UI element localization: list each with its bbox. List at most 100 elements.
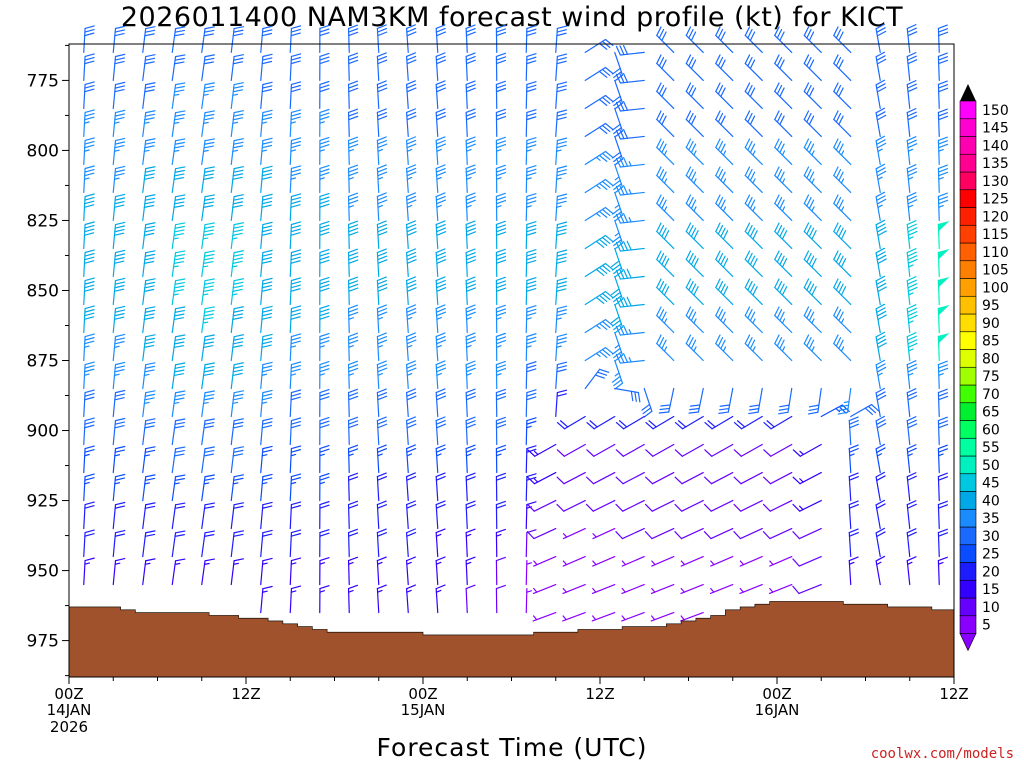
wind-barb <box>615 157 645 168</box>
wind-barb <box>937 221 950 250</box>
wind-barb <box>850 403 880 418</box>
wind-barb <box>260 53 273 82</box>
wind-barb <box>347 276 359 306</box>
wind-barb <box>615 268 645 280</box>
wind-barb <box>833 82 852 110</box>
wind-barb <box>465 472 476 502</box>
wind-barb <box>650 583 675 595</box>
wind-barb <box>556 415 586 430</box>
wind-barb <box>906 276 918 306</box>
wind-barb <box>820 404 850 418</box>
wind-barb <box>495 416 507 446</box>
wind-barb <box>674 443 704 457</box>
wind-barb <box>289 417 302 446</box>
wind-barb <box>875 135 887 166</box>
wind-barb <box>347 584 359 614</box>
wind-barb <box>495 52 507 82</box>
wind-barb <box>592 555 616 567</box>
x-tick-year: 2026 <box>50 718 88 736</box>
wind-barb <box>201 362 215 390</box>
wind-barb <box>435 52 447 82</box>
wind-barb <box>112 137 126 166</box>
wind-barb <box>83 473 95 502</box>
colorbar-label: 130 <box>982 174 1009 190</box>
wind-barb <box>533 555 557 567</box>
wind-barb <box>744 250 763 278</box>
wind-barb <box>584 234 614 250</box>
wind-barb <box>142 222 156 250</box>
x-tick-date: 15JAN <box>401 701 446 719</box>
wind-barb <box>525 137 537 166</box>
wind-barb <box>201 54 215 82</box>
wind-barb <box>171 418 186 446</box>
wind-barb <box>848 528 859 558</box>
wind-barb <box>405 136 417 166</box>
wind-barb <box>685 82 704 110</box>
wind-barb <box>405 388 417 418</box>
wind-barb <box>803 82 822 110</box>
wind-barb <box>937 80 949 110</box>
wind-barb <box>230 222 245 250</box>
wind-barb <box>803 194 822 222</box>
wind-barb <box>555 25 568 54</box>
wind-barb <box>937 472 949 502</box>
wind-barb <box>289 249 302 278</box>
colorbar-label: 95 <box>982 298 1000 314</box>
wind-barb <box>260 221 273 250</box>
wind-barb <box>718 387 734 414</box>
wind-barb <box>289 529 302 558</box>
wind-barb <box>774 278 793 306</box>
wind-barb <box>656 250 675 278</box>
wind-barb <box>709 583 734 595</box>
colorbar-label: 120 <box>982 209 1009 225</box>
wind-barb <box>142 390 156 418</box>
wind-barb <box>376 276 388 306</box>
colorbar-label: 30 <box>982 529 1000 545</box>
wind-barb <box>875 303 887 334</box>
wind-barb <box>112 193 126 222</box>
wind-barb <box>792 583 822 595</box>
colorbar-label: 115 <box>982 227 1009 243</box>
colorbar-label: 35 <box>982 511 1000 527</box>
wind-barb <box>833 250 852 278</box>
wind-barb <box>465 24 476 54</box>
wind-barb <box>792 443 822 457</box>
wind-barb <box>142 194 156 222</box>
wind-barb <box>495 276 507 306</box>
wind-barb <box>680 555 704 567</box>
wind-barb <box>685 306 704 334</box>
wind-barb <box>715 250 734 278</box>
wind-barb <box>289 165 302 194</box>
colorbar-swatch <box>959 526 977 546</box>
wind-barb <box>83 249 95 278</box>
wind-barb <box>171 54 186 82</box>
wind-barb <box>555 305 568 334</box>
colorbar-swatch <box>959 136 977 155</box>
wind-barb <box>584 150 614 166</box>
wind-barb <box>848 500 859 530</box>
wind-barb <box>230 558 245 586</box>
wind-barb <box>376 388 388 418</box>
wind-barb <box>495 164 507 194</box>
wind-barb <box>260 193 273 222</box>
wind-barb <box>465 276 477 306</box>
wind-barb <box>685 250 704 278</box>
wind-barb <box>875 247 887 278</box>
wind-barb <box>435 500 446 530</box>
wind-barb <box>803 334 822 362</box>
wind-barb <box>525 333 537 362</box>
colorbar-label: 55 <box>982 440 1000 456</box>
wind-barb <box>142 418 156 446</box>
wind-barb <box>848 556 859 586</box>
wind-barb <box>230 194 245 222</box>
wind-barb <box>555 221 568 250</box>
wind-barb <box>875 527 886 558</box>
colorbar-label: 40 <box>982 493 1000 509</box>
wind-barb <box>763 415 793 430</box>
wind-barb <box>656 26 675 54</box>
wind-barbs-layer <box>83 23 950 622</box>
wind-barb <box>347 388 359 418</box>
colorbar-swatch <box>959 420 977 439</box>
wind-barb <box>644 527 675 540</box>
wind-barb <box>435 472 446 502</box>
